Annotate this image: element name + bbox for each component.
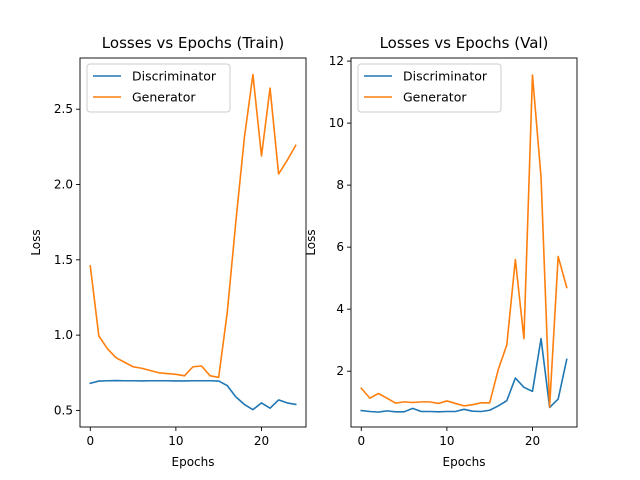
chart-2-y-tick-label: 8 [336, 178, 344, 192]
chart-2-legend-label-discriminator: Discriminator [403, 69, 488, 84]
chart-1-axes-frame [79, 57, 307, 428]
chart-1-y-tick-label: 0.5 [54, 403, 73, 417]
chart-2-series-line-generator [360, 74, 568, 408]
chart-2-y-tick-label: 10 [329, 116, 344, 130]
chart-2-legend-box [357, 63, 502, 113]
chart-2-x-tick-label: 20 [525, 434, 540, 448]
chart-1: 0 10 20 0.5 1.0 1.5 2.0 2.5 Losses vs Epochs (Tr… [29, 34, 307, 469]
chart-2-y-tick-label: 4 [336, 302, 344, 316]
chart-2-y-tick-label: 2 [336, 364, 344, 378]
chart-1-x-tick-label: 20 [254, 434, 269, 448]
chart-2-legend: Discriminator Generator [357, 63, 502, 113]
chart-2-series-line-discriminator [360, 337, 568, 413]
chart-2-y-tick-label: 6 [336, 240, 344, 254]
chart-1-x-axis-label: Epochs [172, 455, 215, 469]
chart-2-x-axis-label: Epochs [443, 455, 486, 469]
chart-1-x-tick-label: 0 [86, 434, 94, 448]
chart-1-y-tick-label: 2.5 [54, 102, 73, 116]
chart-2: 0 10 20 2 4 6 8 10 12 Losses vs Epochs (Val) Epoch… [304, 34, 578, 469]
chart-1-legend: Discriminator Generator [86, 63, 231, 113]
chart-2-x-tick-label: 0 [357, 434, 365, 448]
chart-2-axes-frame [350, 57, 578, 428]
chart-1-x-tick-label: 10 [168, 434, 183, 448]
chart-1-series-line-generator [89, 73, 297, 379]
chart-1-y-axis-label: Loss [29, 229, 43, 255]
chart-1-y-tick-label: 1.0 [54, 328, 73, 342]
chart-2-y-tick-label: 12 [329, 54, 344, 68]
chart-2-title: Losses vs Epochs (Val) [380, 34, 549, 52]
chart-2-legend-label-generator: Generator [403, 90, 467, 105]
chart-1-legend-label-discriminator: Discriminator [132, 69, 217, 84]
chart-2-x-tick-label: 10 [439, 434, 454, 448]
chart-1-title: Losses vs Epochs (Train) [102, 34, 284, 52]
chart-1-series-line-discriminator [89, 379, 297, 411]
chart-2-y-axis-label: Loss [304, 229, 318, 255]
chart-1-y-tick-label: 1.5 [54, 253, 73, 267]
chart-1-y-tick-label: 2.0 [54, 178, 73, 192]
chart-1-legend-label-generator: Generator [132, 90, 196, 105]
chart-1-legend-box [86, 63, 231, 113]
